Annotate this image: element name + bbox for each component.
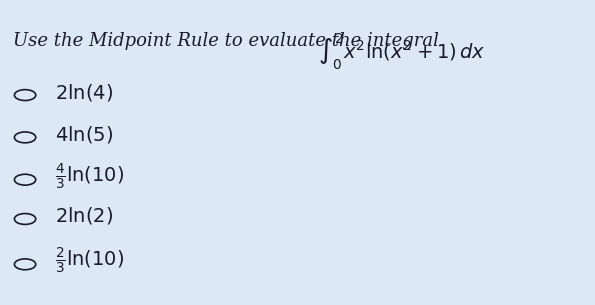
Text: $\frac{2}{3}\ln(10)$: $\frac{2}{3}\ln(10)$ <box>55 246 124 276</box>
Text: Use the Midpoint Rule to evaluate the integral: Use the Midpoint Rule to evaluate the in… <box>13 32 439 50</box>
Text: $\int_0^2 x^2 \ln(x^2+1)\,dx$: $\int_0^2 x^2 \ln(x^2+1)\,dx$ <box>318 32 486 72</box>
Text: $4\ln(5)$: $4\ln(5)$ <box>55 124 113 145</box>
Text: $2\ln(2)$: $2\ln(2)$ <box>55 206 113 227</box>
Text: $2\ln(4)$: $2\ln(4)$ <box>55 81 113 102</box>
Text: $\frac{4}{3}\ln(10)$: $\frac{4}{3}\ln(10)$ <box>55 162 124 192</box>
